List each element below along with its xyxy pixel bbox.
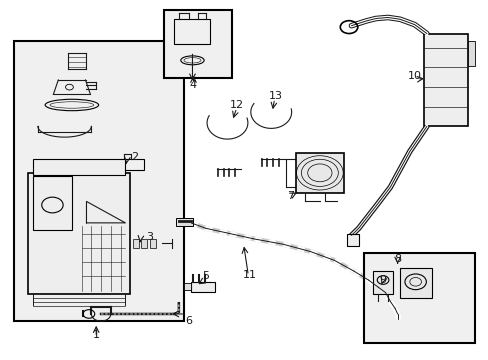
Bar xyxy=(467,41,474,66)
Bar xyxy=(33,176,72,230)
Bar xyxy=(183,283,191,291)
Text: 13: 13 xyxy=(268,91,283,101)
Bar xyxy=(164,10,232,78)
Bar xyxy=(346,234,358,246)
Bar xyxy=(120,158,143,170)
Text: 2: 2 xyxy=(131,152,139,162)
Bar xyxy=(295,153,344,193)
Text: 3: 3 xyxy=(146,232,153,242)
Text: 4: 4 xyxy=(189,80,197,90)
Text: 10: 10 xyxy=(407,71,421,81)
Bar xyxy=(176,217,193,226)
Text: 7: 7 xyxy=(286,191,294,201)
Bar xyxy=(33,158,125,175)
Text: 11: 11 xyxy=(242,270,256,280)
Bar xyxy=(363,253,474,342)
Bar xyxy=(174,19,210,44)
Bar xyxy=(132,239,138,248)
Text: 6: 6 xyxy=(184,316,192,326)
Bar xyxy=(191,282,215,292)
Text: 9: 9 xyxy=(379,275,386,285)
Text: 5: 5 xyxy=(202,271,209,282)
Bar xyxy=(28,173,130,294)
Bar xyxy=(150,239,156,248)
Bar xyxy=(14,41,183,321)
Bar xyxy=(372,271,392,294)
Bar xyxy=(424,33,467,126)
Bar xyxy=(141,239,147,248)
Text: 8: 8 xyxy=(393,253,400,264)
Text: 1: 1 xyxy=(93,330,100,341)
Text: 12: 12 xyxy=(230,100,244,110)
Bar xyxy=(399,267,431,298)
